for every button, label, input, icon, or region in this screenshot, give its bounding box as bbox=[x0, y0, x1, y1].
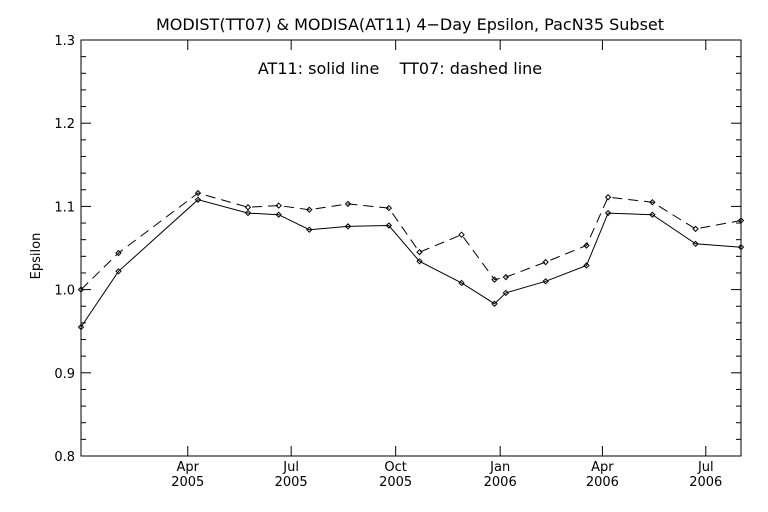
point-marker-at11 bbox=[416, 258, 423, 265]
y-tick-label: 0.9 bbox=[54, 367, 75, 382]
plot-frame bbox=[80, 39, 742, 457]
axis-ticks: 0.80.91.01.11.21.3Apr2005Jul2005Oct2005J… bbox=[54, 34, 741, 490]
point-marker-tt07 bbox=[194, 189, 202, 197]
y-axis-label: Epsilon bbox=[29, 233, 44, 280]
point-marker-tt07 bbox=[275, 202, 282, 209]
x-tick-month: Oct bbox=[384, 460, 406, 475]
y-tick-label: 0.8 bbox=[54, 450, 75, 465]
x-tick-year: 2006 bbox=[689, 475, 722, 490]
point-marker-at11 bbox=[542, 278, 549, 285]
point-marker-tt07 bbox=[416, 248, 423, 256]
y-tick-label: 1.2 bbox=[54, 117, 75, 132]
x-tick-month: Apr bbox=[591, 460, 614, 475]
point-marker-tt07 bbox=[385, 204, 393, 212]
point-marker-tt07 bbox=[244, 204, 252, 211]
point-marker-tt07 bbox=[344, 200, 352, 208]
x-tick-year: 2005 bbox=[171, 475, 204, 490]
series-line-at11 bbox=[80, 199, 742, 328]
point-marker-at11 bbox=[194, 196, 202, 203]
series-line-tt07 bbox=[80, 192, 742, 290]
point-marker-at11 bbox=[649, 211, 656, 218]
point-marker-tt07 bbox=[77, 286, 85, 293]
point-marker-at11 bbox=[77, 323, 85, 331]
point-marker-at11 bbox=[115, 268, 122, 275]
point-marker-tt07 bbox=[737, 217, 745, 224]
chart-title: MODIST(TT07) & MODISA(AT11) 4−Day Epsilo… bbox=[156, 15, 664, 34]
point-marker-at11 bbox=[604, 209, 612, 217]
x-tick-year: 2006 bbox=[484, 475, 517, 490]
x-tick-year: 2005 bbox=[379, 475, 412, 490]
point-marker-tt07 bbox=[502, 273, 510, 281]
y-tick-label: 1.1 bbox=[54, 200, 75, 215]
series-group bbox=[77, 189, 745, 331]
x-tick-year: 2006 bbox=[586, 475, 619, 490]
point-marker-tt07 bbox=[649, 199, 656, 206]
point-marker-tt07 bbox=[491, 276, 498, 283]
y-tick-label: 1.0 bbox=[54, 284, 75, 299]
x-tick-month: Jul bbox=[282, 460, 299, 475]
point-marker-tt07 bbox=[458, 231, 465, 238]
y-tick-label: 1.3 bbox=[54, 34, 75, 49]
point-marker-at11 bbox=[244, 209, 252, 217]
point-marker-tt07 bbox=[604, 194, 612, 201]
point-marker-tt07 bbox=[115, 249, 122, 257]
point-marker-tt07 bbox=[583, 242, 590, 249]
point-marker-at11 bbox=[458, 279, 465, 287]
point-marker-tt07 bbox=[542, 258, 549, 266]
point-marker-tt07 bbox=[306, 206, 313, 213]
x-tick-month: Apr bbox=[177, 460, 200, 475]
x-tick-month: Jan bbox=[489, 460, 510, 475]
point-marker-at11 bbox=[491, 300, 498, 307]
point-marker-tt07 bbox=[692, 225, 699, 233]
point-marker-at11 bbox=[583, 262, 590, 269]
point-marker-at11 bbox=[306, 226, 313, 233]
point-marker-at11 bbox=[692, 240, 699, 248]
x-tick-month: Jul bbox=[697, 460, 714, 475]
point-marker-at11 bbox=[737, 243, 745, 251]
point-marker-at11 bbox=[275, 211, 282, 218]
point-marker-at11 bbox=[344, 223, 352, 230]
point-marker-at11 bbox=[385, 222, 393, 229]
x-tick-year: 2005 bbox=[275, 475, 308, 490]
point-marker-at11 bbox=[502, 289, 510, 297]
chart-annotation: AT11: solid line TT07: dashed line bbox=[258, 59, 542, 78]
